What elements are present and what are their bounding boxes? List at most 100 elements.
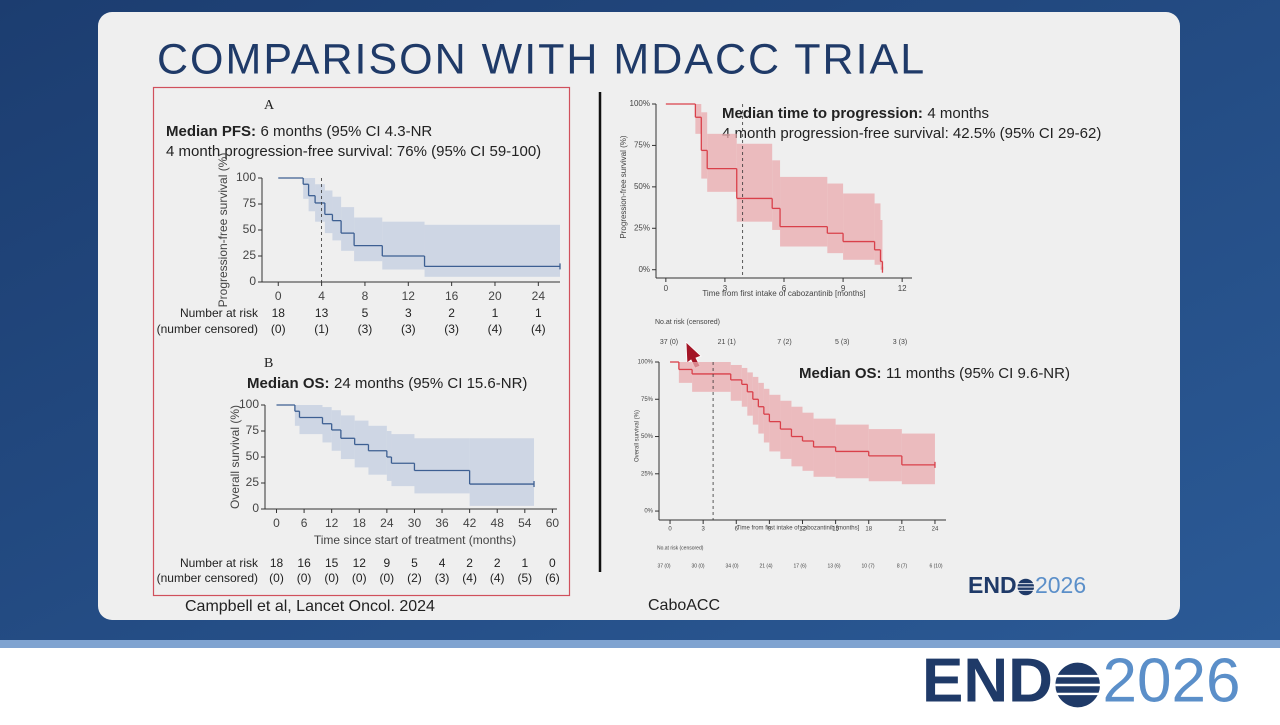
risk-cell: 5 [362,306,369,320]
logo: END 2026 [922,646,1240,715]
x-tick-label: 12 [799,527,806,533]
caption: Campbell et al, Lancet Oncol. 2024 [185,598,435,615]
risk-cell: (4) [531,322,546,336]
annotation-text: 11 months (95% CI 9.6-NR) [886,365,1070,382]
chart: B Median OS: 24 months (95% CI 15.6-NR) 0 6 1… [157,356,560,585]
risk-cell: (6) [545,571,560,585]
ci-band [707,133,737,192]
ci-band [874,203,881,265]
x-tick-label: 12 [898,284,907,293]
risk-cell: (0) [271,322,286,336]
risk-cell: 13 [315,306,329,320]
annotation-bold: Median OS: [247,375,330,392]
x-tick-label: 6 [782,284,787,293]
y-tick-label: 100% [638,360,654,366]
risk-cell: 12 [353,556,367,570]
x-tick-label: 21 [899,527,906,533]
annotation-text: 6 months (95% CI 4.3-NR [261,123,433,140]
x-tick-label: 20 [488,289,502,303]
risk-row-label: Number at risk [180,306,259,320]
y-tick-label: 75% [634,141,650,150]
ci-band [868,429,902,482]
ci-band [758,382,764,434]
risk-cell: 2 [494,556,501,570]
x-tick-label: 48 [491,516,505,530]
logos: END 2026 END 2026 [922,572,1240,715]
ci-band [752,376,759,425]
risk-cell: 37 (0) [657,563,670,569]
risk-cell: 1 [535,306,542,320]
y-tick-label: 100% [630,99,650,108]
y-tick-label: 75 [246,423,260,437]
annotation-text: 24 months (95% CI 15.6-NR) [334,375,527,392]
ci-band [414,438,470,494]
x-tick-label: 42 [463,516,477,530]
ci-band [695,104,702,134]
ci-band [354,217,383,262]
ci-band [341,207,355,251]
ci-band [843,193,875,260]
x-axis-label: Time from first intake of cabozantinib [… [702,289,865,298]
logo-word: END [968,572,1017,598]
ci-band [678,362,693,383]
x-tick-label: 60 [546,516,560,530]
y-axis-label: Overall survival (%) [228,405,242,509]
risk-cell: 7 (2) [777,339,791,346]
ci-band [332,196,342,241]
risk-cell: 3 (3) [893,339,907,346]
risk-cell: 5 (3) [835,339,849,346]
annotation: Median PFS: 6 months (95% CI 4.3-NR [166,123,432,140]
annotation-bold: Median PFS: [166,123,256,140]
annotation-bold: Median OS: [799,365,882,382]
risk-cell: (0) [352,571,367,585]
y-axis-label: Progression-free survival (%) [619,135,628,238]
ci-band [813,418,836,477]
x-axis-label: Time since start of treatment (months) [314,533,516,547]
risk-header: No.at risk (censored) [657,545,704,551]
chart: Median OS: 11 months (95% CI 9.6-NR) 0 3 6 9 1… [635,319,1070,569]
chart: A Median PFS: 6 months (95% CI 4.3-NR 4 mon… [157,98,561,336]
risk-cell: 0 [549,556,556,570]
risk-cell: 10 (7) [861,563,874,569]
annotation: Median time to progression: 4 months [722,105,989,122]
risk-cell: 6 (10) [929,563,942,569]
ci-band [308,178,316,212]
x-tick-label: 18 [865,527,872,533]
y-tick-label: 0 [249,274,256,288]
ci-band [386,431,392,481]
x-tick-label: 24 [932,527,939,533]
panel-label: B [264,356,273,371]
y-axis-label: Overall survival (%) [635,410,641,462]
y-tick-label: 25 [246,475,260,489]
risk-cell: 2 [448,306,455,320]
logo: END 2026 [968,572,1086,598]
x-tick-label: 3 [701,527,705,533]
y-tick-label: 100 [239,397,259,411]
risk-row-label: (number censored) [157,571,258,585]
risk-cell: (4) [490,571,505,585]
left-frame [152,86,571,597]
risk-header: No.at risk (censored) [655,319,720,326]
annotation: 4 month progression-free survival: 42.5%… [722,125,1101,142]
annotation-text: 4 months [927,105,989,122]
risk-cell: 1 [492,306,499,320]
x-tick-label: 16 [445,289,459,303]
y-tick-label: 50% [641,434,654,440]
x-tick-label: 4 [318,289,325,303]
risk-cell: (0) [324,571,339,585]
risk-cell: 5 [411,556,418,570]
y-tick-label: 25% [641,471,654,477]
x-tick-label: 12 [402,289,416,303]
y-tick-label: 75 [243,196,257,210]
x-tick-label: 0 [668,527,672,533]
ci-band [391,434,415,487]
x-tick-label: 8 [362,289,369,303]
annotation: 4 month progression-free survival: 76% (… [166,143,541,160]
y-tick-label: 50 [246,449,260,463]
x-tick-label: 15 [832,527,839,533]
annotation-bold: Median time to progression: [722,105,923,122]
risk-cell: (0) [380,571,395,585]
ci-band [780,176,828,247]
risk-cell: 4 [439,556,446,570]
